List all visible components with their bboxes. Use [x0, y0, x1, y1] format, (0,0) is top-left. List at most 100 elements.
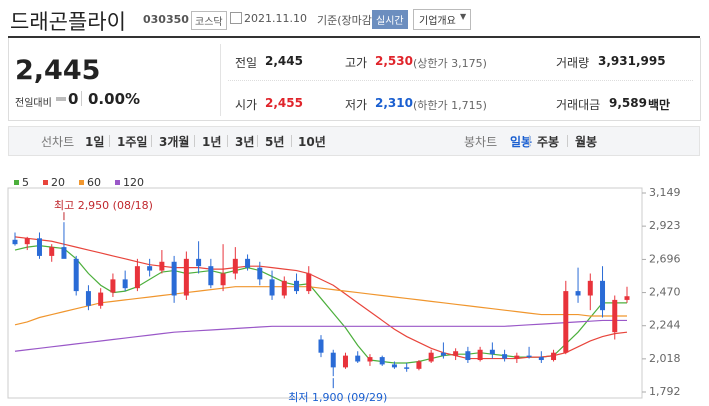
- candle-body: [416, 361, 422, 369]
- quote-value: 9,589: [609, 96, 647, 110]
- tab-separator: [291, 135, 292, 147]
- period-tab[interactable]: 1주일: [117, 135, 148, 149]
- tab-separator: [529, 135, 530, 147]
- candle-body: [257, 267, 263, 280]
- y-tick-label: 2,018: [649, 352, 681, 365]
- dropdown-arrow: ▼: [460, 12, 467, 21]
- candle-body: [294, 280, 300, 292]
- quote-note: (상한가 3,175): [413, 57, 487, 70]
- period-tab[interactable]: 3년: [235, 135, 255, 149]
- tab-group-label: 선차트: [41, 135, 75, 149]
- legend-swatch: [79, 180, 84, 185]
- candle-body: [49, 247, 55, 256]
- quote-label: 거래량: [556, 56, 590, 70]
- candle-body: [85, 291, 91, 306]
- candle-body: [587, 280, 593, 296]
- y-tick-label: 3,149: [649, 186, 681, 199]
- market-badge: 코스닥: [191, 11, 227, 30]
- candle-body: [502, 354, 508, 359]
- candle-body: [514, 355, 520, 359]
- legend-label: 120: [123, 176, 144, 189]
- candle-body: [110, 279, 116, 293]
- candle-body: [208, 266, 214, 286]
- quote-label: 거래대금: [556, 98, 601, 112]
- header-rule: [8, 36, 700, 38]
- candle-body: [600, 280, 606, 311]
- candle-body: [220, 273, 226, 286]
- candle-body: [551, 352, 557, 361]
- moving-average-line: [14, 319, 627, 352]
- candle-body: [477, 349, 483, 361]
- stock-name: 드래곤플라이: [10, 10, 126, 34]
- legend-swatch: [115, 180, 120, 185]
- candle-body: [98, 292, 104, 306]
- candle-body: [245, 258, 251, 268]
- candle-body: [306, 273, 312, 292]
- low-annotation: 최저 1,900 (09/29): [288, 391, 387, 404]
- realtime-button[interactable]: 실시간: [372, 10, 408, 29]
- change-label: 전일대비: [15, 98, 52, 109]
- candle-body: [342, 355, 348, 368]
- quote-label: 시가: [235, 98, 258, 112]
- candle-body: [196, 258, 202, 267]
- candle-body: [526, 355, 532, 358]
- candle-body: [269, 279, 275, 296]
- divider: [81, 91, 82, 106]
- candle-body: [159, 261, 165, 271]
- y-tick-label: 2,923: [649, 219, 681, 232]
- candle-body: [61, 247, 67, 259]
- period-tab[interactable]: 10년: [298, 135, 326, 149]
- y-tick-label: 2,696: [649, 252, 681, 265]
- candle-body: [183, 258, 189, 296]
- quote-label: 전일: [235, 56, 258, 70]
- candle-body: [24, 238, 30, 245]
- candle-body: [404, 367, 410, 369]
- candle-body: [12, 239, 18, 245]
- candle-body: [330, 352, 336, 368]
- legend-label: 20: [51, 176, 65, 189]
- candle-body: [391, 364, 397, 368]
- legend-label: 60: [87, 176, 101, 189]
- candle-body: [134, 266, 140, 289]
- quote-label: 고가: [345, 56, 368, 70]
- quote-note: (하한가 1,715): [413, 99, 487, 112]
- change: 0: [68, 90, 79, 108]
- candle-body: [489, 349, 495, 355]
- tab-separator: [257, 135, 258, 147]
- candle-body: [465, 351, 471, 361]
- candle-body: [624, 296, 630, 300]
- quote-value: 2,455: [265, 96, 303, 110]
- tab-separator: [109, 135, 110, 147]
- quote-value: 2,310: [375, 96, 413, 110]
- quote-unit: 백만: [648, 98, 671, 112]
- company-button[interactable]: 기업개요: [413, 9, 471, 30]
- price: 2,445: [15, 55, 101, 86]
- candle-body: [379, 357, 385, 365]
- candle-body: [36, 238, 42, 256]
- candle-body: [575, 291, 581, 296]
- period-tab[interactable]: 3개월: [159, 135, 190, 149]
- row-rule: [228, 80, 693, 81]
- legend-swatch: [43, 180, 48, 185]
- candle-body: [367, 357, 373, 362]
- tab-separator: [151, 135, 152, 147]
- candle-body: [428, 352, 434, 362]
- candle-tab[interactable]: 주봉: [537, 135, 560, 149]
- candle-tab[interactable]: 월봉: [575, 135, 598, 149]
- high-annotation: 최고 2,950 (08/18): [54, 199, 153, 212]
- y-tick-label: 1,792: [649, 385, 681, 398]
- quote-value: 2,530: [375, 54, 413, 68]
- tab-separator: [227, 135, 228, 147]
- period-tab[interactable]: 1년: [202, 135, 222, 149]
- candle-body: [538, 357, 544, 361]
- legend-swatch: [14, 180, 19, 185]
- candle-tab[interactable]: 일봉: [510, 135, 533, 149]
- period-tab[interactable]: 5년: [265, 135, 285, 149]
- tab-group-label: 봉차트: [464, 135, 498, 149]
- quote-label: 저가: [345, 98, 368, 112]
- basis: 기준(장마감): [317, 14, 377, 27]
- quote-box: [8, 38, 701, 121]
- period-tab[interactable]: 1일: [85, 135, 105, 149]
- candle-body: [171, 261, 177, 296]
